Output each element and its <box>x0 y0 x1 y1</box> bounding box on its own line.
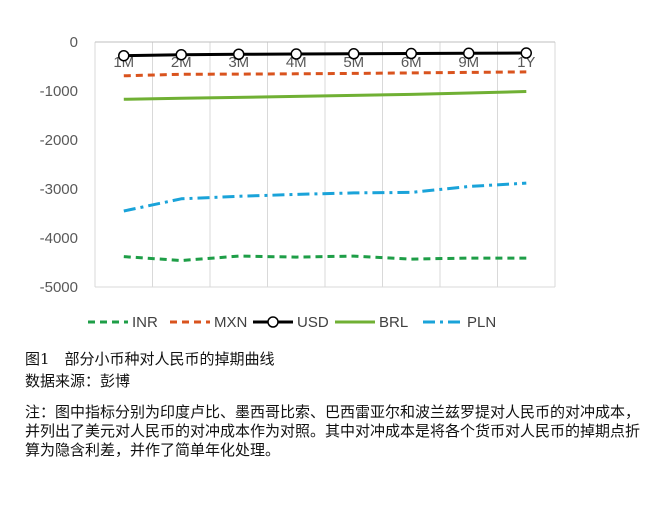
y-tick-label: -3000 <box>40 181 78 198</box>
x-tick-label: 6M <box>401 54 422 71</box>
x-tick-label: 9M <box>458 54 479 71</box>
chart-axes: 0 -1000 -2000 -3000 -4000 -5000 1M 2M 3M 4M 5M 6M 9M… <box>40 34 555 296</box>
legend-label-mxn: MXN <box>214 314 247 331</box>
data-point-usd <box>348 48 360 60</box>
data-point-usd <box>290 48 302 60</box>
chart-series <box>118 47 532 262</box>
data-point-usd <box>175 48 187 61</box>
y-tick-label: -4000 <box>40 230 78 247</box>
figure-title: 图1 部分小币种对人民币的掉期曲线 <box>25 350 275 368</box>
x-tick-label: 1M <box>113 54 134 71</box>
figure-note: 注：图中指标分别为印度卢比、墨西哥比索、巴西雷亚尔和波兰兹罗提对人民币的对冲成本… <box>25 403 641 459</box>
legend-label-inr: INR <box>132 314 158 331</box>
x-tick-label: 4M <box>286 54 307 71</box>
legend-label-pln: PLN <box>467 314 496 331</box>
x-tick-label: 3M <box>228 54 249 71</box>
data-point-usd <box>405 47 417 60</box>
legend-label-brl: BRL <box>379 314 408 331</box>
x-tick-label: 2M <box>171 54 192 71</box>
data-point-usd <box>520 47 532 59</box>
figure-source: 数据来源：彭博 <box>25 372 131 390</box>
series-line-usd <box>123 51 527 58</box>
series-line-brl <box>123 90 527 101</box>
legend-label-usd: USD <box>297 314 329 331</box>
swap-curve-chart: 0 -1000 -2000 -3000 -4000 -5000 1M 2M 3M 4M 5M 6M 9M… <box>40 34 556 331</box>
chart-gridlines <box>94 42 556 287</box>
chart-legend: INR MXN USD BRL PLN <box>88 314 496 331</box>
x-tick-label: 5M <box>343 54 364 71</box>
data-point-usd <box>463 47 475 60</box>
data-point-usd <box>118 49 130 62</box>
series-line-pln <box>123 181 527 213</box>
x-tick-label: 1Y <box>517 54 535 71</box>
data-point-usd <box>233 48 245 60</box>
y-tick-label: -5000 <box>40 279 78 296</box>
legend-marker-usd <box>267 316 279 328</box>
y-tick-label: 0 <box>70 34 78 51</box>
y-tick-label: -1000 <box>40 83 78 100</box>
y-tick-label: -2000 <box>40 132 78 149</box>
